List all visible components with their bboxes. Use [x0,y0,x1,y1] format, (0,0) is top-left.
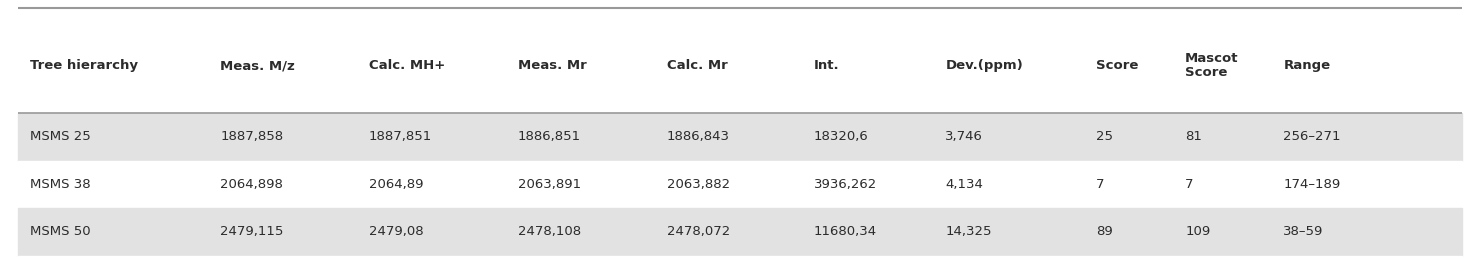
Text: 109: 109 [1185,225,1211,238]
Text: 174–189: 174–189 [1283,178,1341,191]
Bar [18,161,1462,208]
Text: 2479,115: 2479,115 [221,225,284,238]
Text: 3,746: 3,746 [946,130,983,143]
Text: 18320,6: 18320,6 [814,130,869,143]
Text: 38–59: 38–59 [1283,225,1323,238]
Text: Range: Range [1283,59,1331,72]
Text: 1887,851: 1887,851 [369,130,432,143]
Text: 2063,891: 2063,891 [518,178,582,191]
Text: Score: Score [1095,59,1138,72]
Text: Int.: Int. [814,59,839,72]
Text: MSMS 50: MSMS 50 [30,225,90,238]
Text: 2478,072: 2478,072 [666,225,730,238]
Text: 256–271: 256–271 [1283,130,1341,143]
Text: 4,134: 4,134 [946,178,983,191]
Text: 2064,898: 2064,898 [221,178,283,191]
Text: 7: 7 [1185,178,1194,191]
Text: Dev.(ppm): Dev.(ppm) [946,59,1023,72]
Text: 14,325: 14,325 [946,225,992,238]
Text: Tree hierarchy: Tree hierarchy [30,59,138,72]
Text: 1887,858: 1887,858 [221,130,283,143]
Text: 81: 81 [1185,130,1202,143]
Text: Mascot
Score: Mascot Score [1185,52,1239,79]
Bar [18,208,1462,256]
Text: 3936,262: 3936,262 [814,178,878,191]
Text: 1886,851: 1886,851 [518,130,582,143]
Text: MSMS 38: MSMS 38 [30,178,90,191]
Text: 2479,08: 2479,08 [369,225,423,238]
Text: MSMS 25: MSMS 25 [30,130,90,143]
Text: Meas. Mr: Meas. Mr [518,59,586,72]
Text: 25: 25 [1095,130,1113,143]
Bar [18,113,1462,161]
Text: 11680,34: 11680,34 [814,225,878,238]
Text: Calc. MH+: Calc. MH+ [369,59,445,72]
Text: Calc. Mr: Calc. Mr [666,59,727,72]
Text: 2478,108: 2478,108 [518,225,582,238]
Text: 1886,843: 1886,843 [666,130,730,143]
Text: 7: 7 [1095,178,1104,191]
Bar [18,256,1462,257]
Text: 2063,882: 2063,882 [666,178,730,191]
Text: Meas. M/z: Meas. M/z [221,59,295,72]
Text: 89: 89 [1095,225,1113,238]
Text: 2064,89: 2064,89 [369,178,423,191]
